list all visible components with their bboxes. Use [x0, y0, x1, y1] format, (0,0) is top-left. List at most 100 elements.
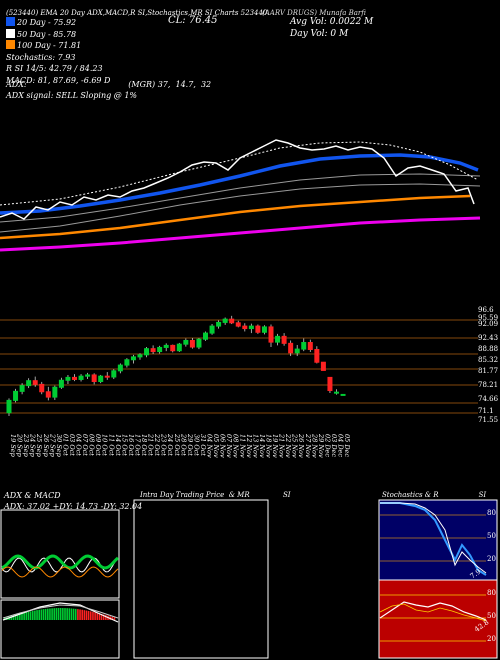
macd-histogram-bar: [27, 611, 30, 620]
macd-histogram-bar: [10, 616, 13, 620]
candle-body: [124, 359, 130, 366]
candle-body: [196, 338, 202, 348]
macd-histogram-bar: [57, 608, 60, 620]
candle-body: [314, 348, 320, 363]
rsi-tick-80: 80: [487, 589, 496, 597]
company-name: (AARV DRUGS) Munafa Barfi: [262, 9, 366, 17]
macd-histogram-bar: [66, 608, 68, 620]
candle-body: [242, 325, 248, 330]
stoch-tick-50: 50: [487, 532, 496, 540]
candle-body: [248, 325, 254, 330]
stoch-tick-80: 80: [487, 509, 496, 517]
candle-body: [157, 346, 163, 353]
macd-histogram-bar: [12, 615, 15, 620]
macd-histogram-bar: [42, 609, 45, 620]
legend-block: 20 Day - 75.92 50 Day - 85.78 100 Day - …: [6, 17, 110, 86]
macd-histogram-bar: [81, 609, 83, 620]
macd-histogram-bar: [92, 611, 94, 620]
date-label: 05 Dec: [343, 434, 351, 457]
date-label: 04 Oct: [75, 434, 83, 456]
date-label: 28 Oct: [179, 433, 187, 456]
candle-body: [176, 343, 182, 352]
price-level-label: 71.1: [478, 407, 494, 415]
header-title-strip: (523440) EMA 20 Day ADX,MACD,R SI,Stocha…: [6, 9, 268, 17]
macd-histogram-bar: [94, 612, 96, 620]
price-level-label: 78.21: [478, 381, 499, 389]
stoch-tick-20: 20: [487, 555, 496, 563]
macd-histogram-bar: [77, 609, 79, 620]
candle-body: [137, 354, 143, 358]
date-label: 11 Nov: [238, 434, 246, 458]
candle-body: [150, 348, 156, 353]
macd-histogram-bar: [31, 610, 34, 620]
candle-body: [189, 339, 195, 348]
ema200-line: [0, 216, 481, 252]
candle-body: [340, 393, 346, 396]
candle-body: [229, 318, 235, 324]
date-label: 29 Nov: [317, 433, 325, 458]
stoch-rsi-title: Stochastics & R SI: [382, 491, 487, 499]
date-label: 30 Oct: [192, 434, 200, 456]
adx-panel-frame: [0, 509, 120, 599]
candle-body: [255, 325, 261, 333]
date-label: 15 Oct: [120, 434, 128, 456]
stochastic-k-line: [380, 502, 487, 576]
date-label: 26 Nov: [297, 433, 305, 458]
macd-histogram-bar: [100, 613, 103, 620]
date-label: 05 Nov: [212, 434, 220, 458]
macd-histogram-bar: [83, 610, 86, 620]
ema-band-lower: [0, 183, 481, 233]
ema100-swatch: [6, 40, 15, 49]
date-label: 18 Oct: [140, 434, 148, 456]
candle-body: [275, 335, 281, 343]
date-label: 26 Sep: [42, 433, 50, 458]
macd-histogram-bar: [29, 611, 32, 620]
macd-histogram-bar: [25, 612, 28, 620]
candle-body: [288, 342, 294, 354]
date-label: 08 Nov: [232, 434, 240, 458]
candle-body: [261, 326, 267, 333]
macd-histogram-bar: [111, 616, 114, 620]
macd-histogram-bar: [16, 614, 19, 620]
adx-values: ADX: 37.02 +DY: 14.73 -DY: 32.04: [4, 502, 143, 511]
ema20-line: [0, 153, 479, 215]
legend-ema100: 100 Day - 71.81: [6, 40, 110, 52]
ema-band-upper: [0, 173, 481, 223]
legend-ema20: 20 Day - 75.92: [6, 17, 110, 29]
macd-histogram-bar: [79, 609, 81, 620]
rsi-panel-frame: [378, 579, 498, 659]
date-label: 29 Oct: [186, 433, 194, 456]
candle-body: [13, 390, 19, 401]
candle-body: [72, 376, 77, 380]
date-label: 04 Dec: [337, 434, 345, 457]
candle-body: [320, 361, 326, 371]
ema100-line: [0, 194, 471, 240]
candle-body: [183, 339, 189, 345]
date-label: 17 Oct: [133, 434, 141, 456]
date-label: 14 Oct: [114, 434, 122, 456]
price-level-label: 81.77: [478, 367, 499, 375]
date-label: 28 Nov: [310, 433, 318, 458]
candle-body: [327, 376, 333, 392]
candlestick-series: [6, 315, 346, 416]
macd-histogram-bar: [59, 608, 62, 620]
date-label: 21 Nov: [278, 433, 286, 458]
macd-histogram-bar: [105, 615, 107, 620]
ema50-dotted-line: [0, 141, 479, 206]
date-label: 27 Nov: [304, 433, 312, 458]
date-label: 25 Nov: [291, 433, 299, 458]
date-label: 19 Sep: [9, 434, 17, 458]
price-grid-lines: [0, 319, 478, 414]
date-label: 02 Dec: [323, 434, 331, 457]
candle-body: [19, 385, 25, 392]
close-value: CL: 76.45: [168, 15, 218, 26]
rsi-tick-20: 20: [487, 635, 496, 643]
date-label: 24 Oct: [166, 433, 174, 456]
price-level-label: 96.6: [478, 306, 494, 314]
candle-body: [6, 399, 12, 414]
candle-body: [222, 318, 228, 323]
legend-macd: MACD: 81, 87.69, -6.69 D: [6, 75, 111, 85]
macd-histogram-bar: [85, 610, 88, 620]
macd-histogram-bar: [62, 608, 64, 620]
